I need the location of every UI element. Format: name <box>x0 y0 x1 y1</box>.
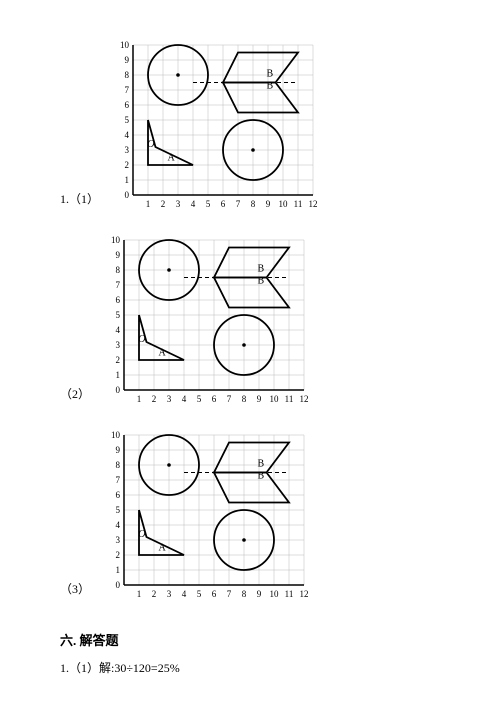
svg-text:4: 4 <box>191 199 196 209</box>
svg-text:2: 2 <box>152 394 157 404</box>
svg-text:5: 5 <box>206 199 211 209</box>
section-heading: 六. 解答题 <box>60 630 440 649</box>
svg-text:B: B <box>258 471 265 482</box>
svg-text:8: 8 <box>125 70 130 80</box>
svg-text:0: 0 <box>125 190 130 200</box>
svg-text:8: 8 <box>116 460 121 470</box>
svg-text:3: 3 <box>116 535 121 545</box>
svg-text:12: 12 <box>309 199 318 209</box>
svg-text:9: 9 <box>257 394 262 404</box>
svg-text:10: 10 <box>111 430 121 440</box>
svg-text:7: 7 <box>227 589 232 599</box>
svg-text:1: 1 <box>137 394 142 404</box>
svg-text:2: 2 <box>125 160 130 170</box>
svg-text:B: B <box>258 264 265 275</box>
svg-text:7: 7 <box>227 394 232 404</box>
figure-label: 1.（1） <box>60 190 99 207</box>
figure-graph: 012345678910123456789101112AOBB <box>94 430 314 605</box>
svg-text:1: 1 <box>116 565 121 575</box>
svg-text:1: 1 <box>125 175 130 185</box>
grid-chart: 012345678910123456789101112AOBB <box>103 40 323 215</box>
svg-text:0: 0 <box>116 385 121 395</box>
svg-text:1: 1 <box>137 589 142 599</box>
svg-text:A: A <box>159 348 167 359</box>
svg-text:11: 11 <box>294 199 303 209</box>
answer-text: 1.（1）解:30÷120=25% <box>60 659 440 676</box>
svg-text:3: 3 <box>116 340 121 350</box>
figure-label: （3） <box>60 580 90 597</box>
svg-text:8: 8 <box>116 265 121 275</box>
svg-text:9: 9 <box>125 55 130 65</box>
svg-text:9: 9 <box>257 589 262 599</box>
svg-text:7: 7 <box>116 280 121 290</box>
svg-text:2: 2 <box>152 589 157 599</box>
svg-text:9: 9 <box>266 199 271 209</box>
svg-text:10: 10 <box>270 589 280 599</box>
svg-text:5: 5 <box>197 394 202 404</box>
svg-text:10: 10 <box>120 40 130 50</box>
figure-row: （2）012345678910123456789101112AOBB <box>60 235 440 410</box>
svg-text:B: B <box>267 69 274 80</box>
svg-text:0: 0 <box>116 580 121 590</box>
svg-text:7: 7 <box>236 199 241 209</box>
grid-chart: 012345678910123456789101112AOBB <box>94 430 314 605</box>
svg-text:9: 9 <box>116 250 121 260</box>
svg-text:O: O <box>138 529 145 540</box>
svg-text:2: 2 <box>116 550 121 560</box>
svg-text:12: 12 <box>300 589 309 599</box>
svg-text:B: B <box>258 459 265 470</box>
svg-text:4: 4 <box>116 520 121 530</box>
svg-text:5: 5 <box>116 505 121 515</box>
svg-text:A: A <box>159 543 167 554</box>
svg-text:6: 6 <box>125 100 130 110</box>
svg-text:2: 2 <box>116 355 121 365</box>
svg-text:8: 8 <box>242 589 247 599</box>
svg-text:2: 2 <box>161 199 166 209</box>
svg-text:7: 7 <box>116 475 121 485</box>
svg-text:12: 12 <box>300 394 309 404</box>
page-container: 1.（1）012345678910123456789101112AOBB（2）0… <box>0 0 500 706</box>
svg-text:3: 3 <box>176 199 181 209</box>
svg-text:4: 4 <box>182 394 187 404</box>
svg-text:O: O <box>138 334 145 345</box>
figures-container: 1.（1）012345678910123456789101112AOBB（2）0… <box>60 40 440 605</box>
svg-text:6: 6 <box>212 589 217 599</box>
svg-text:8: 8 <box>251 199 256 209</box>
grid-chart: 012345678910123456789101112AOBB <box>94 235 314 410</box>
svg-text:4: 4 <box>182 589 187 599</box>
svg-text:10: 10 <box>279 199 289 209</box>
svg-text:B: B <box>258 276 265 287</box>
figure-graph: 012345678910123456789101112AOBB <box>103 40 323 215</box>
figure-graph: 012345678910123456789101112AOBB <box>94 235 314 410</box>
svg-text:5: 5 <box>125 115 130 125</box>
svg-text:6: 6 <box>116 490 121 500</box>
figure-row: 1.（1）012345678910123456789101112AOBB <box>60 40 440 215</box>
svg-text:5: 5 <box>197 589 202 599</box>
svg-text:4: 4 <box>116 325 121 335</box>
svg-text:9: 9 <box>116 445 121 455</box>
svg-text:4: 4 <box>125 130 130 140</box>
svg-text:7: 7 <box>125 85 130 95</box>
svg-text:6: 6 <box>221 199 226 209</box>
svg-text:10: 10 <box>111 235 121 245</box>
svg-text:3: 3 <box>167 589 172 599</box>
figure-label: （2） <box>60 385 90 402</box>
svg-text:6: 6 <box>212 394 217 404</box>
svg-text:3: 3 <box>167 394 172 404</box>
svg-text:5: 5 <box>116 310 121 320</box>
svg-text:A: A <box>168 153 176 164</box>
svg-text:6: 6 <box>116 295 121 305</box>
svg-text:11: 11 <box>285 589 294 599</box>
svg-text:1: 1 <box>146 199 151 209</box>
svg-text:B: B <box>267 81 274 92</box>
svg-text:8: 8 <box>242 394 247 404</box>
svg-text:3: 3 <box>125 145 130 155</box>
svg-text:O: O <box>147 139 154 150</box>
svg-text:11: 11 <box>285 394 294 404</box>
figure-row: （3）012345678910123456789101112AOBB <box>60 430 440 605</box>
svg-text:10: 10 <box>270 394 280 404</box>
svg-text:1: 1 <box>116 370 121 380</box>
